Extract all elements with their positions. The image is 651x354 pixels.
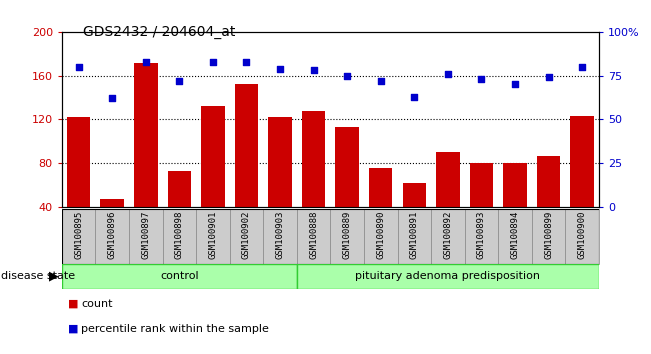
Bar	[230, 209, 263, 264]
Bar	[62, 264, 297, 289]
Point	[242, 59, 252, 64]
Bar	[402, 183, 426, 251]
Text: GSM100895: GSM100895	[74, 211, 83, 259]
Bar	[503, 163, 527, 251]
Point	[208, 59, 218, 64]
Bar	[100, 199, 124, 251]
Point	[544, 75, 554, 80]
Text: GSM100896: GSM100896	[107, 211, 117, 259]
Text: control: control	[160, 271, 199, 281]
Bar	[398, 209, 431, 264]
Bar	[297, 264, 599, 289]
Text: GSM100902: GSM100902	[242, 211, 251, 259]
Bar	[263, 209, 297, 264]
Point	[577, 64, 587, 70]
Bar	[62, 209, 96, 264]
Bar	[436, 152, 460, 251]
Bar	[96, 209, 129, 264]
Text: GSM100898: GSM100898	[175, 211, 184, 259]
Text: GSM100899: GSM100899	[544, 211, 553, 259]
Point	[409, 94, 419, 99]
Point	[174, 78, 184, 84]
Bar	[235, 84, 258, 251]
Bar	[498, 209, 532, 264]
Bar	[532, 209, 565, 264]
Bar	[364, 209, 398, 264]
Text: pituitary adenoma predisposition: pituitary adenoma predisposition	[355, 271, 540, 281]
Text: GSM100894: GSM100894	[510, 211, 519, 259]
Bar	[570, 116, 594, 251]
Text: GSM100891: GSM100891	[409, 211, 419, 259]
Bar	[330, 209, 364, 264]
Text: GDS2432 / 204604_at: GDS2432 / 204604_at	[83, 25, 236, 39]
Bar	[537, 156, 561, 251]
Bar	[302, 111, 326, 251]
Bar	[297, 209, 330, 264]
Point	[510, 81, 520, 87]
Bar	[469, 163, 493, 251]
Text: GSM100888: GSM100888	[309, 211, 318, 259]
Text: disease state: disease state	[1, 271, 76, 281]
Bar	[134, 63, 158, 251]
Bar	[201, 106, 225, 251]
Bar	[431, 209, 465, 264]
Text: GSM100900: GSM100900	[577, 211, 587, 259]
Bar	[129, 209, 163, 264]
Text: GSM100889: GSM100889	[342, 211, 352, 259]
Bar	[67, 117, 90, 251]
Bar	[163, 209, 196, 264]
Bar	[369, 168, 393, 251]
Point	[275, 66, 285, 72]
Bar	[196, 209, 230, 264]
Text: GSM100903: GSM100903	[275, 211, 284, 259]
Text: GSM100893: GSM100893	[477, 211, 486, 259]
Text: ■: ■	[68, 324, 79, 334]
Text: GSM100892: GSM100892	[443, 211, 452, 259]
Point	[443, 71, 453, 77]
Text: GSM100897: GSM100897	[141, 211, 150, 259]
Point	[309, 68, 319, 73]
Text: ■: ■	[68, 299, 79, 309]
Text: GSM100901: GSM100901	[208, 211, 217, 259]
Text: percentile rank within the sample: percentile rank within the sample	[81, 324, 270, 334]
Bar	[268, 117, 292, 251]
Bar	[465, 209, 498, 264]
Text: count: count	[81, 299, 113, 309]
Point	[107, 96, 117, 101]
Point	[376, 78, 386, 84]
Text: ▶: ▶	[49, 270, 59, 282]
Point	[74, 64, 84, 70]
Bar	[335, 127, 359, 251]
Point	[141, 59, 151, 64]
Bar	[167, 171, 191, 251]
Text: GSM100890: GSM100890	[376, 211, 385, 259]
Point	[477, 76, 487, 82]
Point	[342, 73, 352, 79]
Bar	[565, 209, 599, 264]
